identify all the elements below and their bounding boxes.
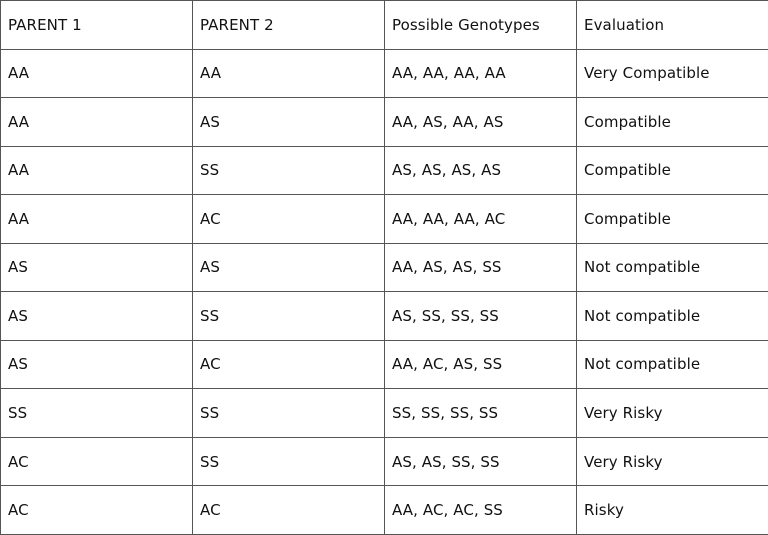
- cell-possible-genotypes: AS, AS, SS, SS: [384, 436, 577, 487]
- cell-possible-genotypes: AS, AS, AS, AS: [384, 145, 577, 196]
- header-evaluation: Evaluation: [576, 0, 768, 50]
- table-row: AS SS AS, SS, SS, SS Not compatible: [0, 291, 768, 341]
- table-row: AA AA AA, AA, AA, AA Very Compatible: [0, 48, 768, 99]
- cell-possible-genotypes: AA, AC, AC, SS: [384, 485, 577, 535]
- header-possible-genotypes: Possible Genotypes: [384, 0, 577, 50]
- cell-parent-2: AS: [192, 97, 385, 147]
- cell-possible-genotypes: AS, SS, SS, SS: [384, 291, 577, 341]
- cell-evaluation: Compatible: [576, 194, 768, 244]
- cell-parent-1: AA: [0, 145, 193, 196]
- cell-parent-1: AS: [0, 291, 193, 341]
- cell-parent-1: AA: [0, 97, 193, 147]
- cell-possible-genotypes: AA, AA, AA, AA: [384, 48, 577, 99]
- header-parent-2: PARENT 2: [192, 0, 385, 50]
- cell-evaluation: Compatible: [576, 97, 768, 147]
- cell-parent-2: SS: [192, 145, 385, 196]
- table-row: AS AC AA, AC, AS, SS Not compatible: [0, 339, 768, 390]
- cell-parent-1: AA: [0, 48, 193, 99]
- cell-parent-2: SS: [192, 388, 385, 438]
- table-row: AS AS AA, AS, AS, SS Not compatible: [0, 242, 768, 293]
- header-row: PARENT 1 PARENT 2 Possible Genotypes Eva…: [0, 0, 768, 50]
- header-parent-1: PARENT 1: [0, 0, 193, 50]
- cell-parent-2: AC: [192, 194, 385, 244]
- cell-parent-1: AS: [0, 339, 193, 390]
- cell-parent-1: AS: [0, 242, 193, 293]
- cell-parent-2: SS: [192, 291, 385, 341]
- cell-parent-1: AA: [0, 194, 193, 244]
- table-row: SS SS SS, SS, SS, SS Very Risky: [0, 388, 768, 438]
- cell-possible-genotypes: AA, AC, AS, SS: [384, 339, 577, 390]
- cell-parent-1: SS: [0, 388, 193, 438]
- cell-evaluation: Not compatible: [576, 291, 768, 341]
- cell-evaluation: Risky: [576, 485, 768, 535]
- cell-possible-genotypes: SS, SS, SS, SS: [384, 388, 577, 438]
- table-row: AC SS AS, AS, SS, SS Very Risky: [0, 436, 768, 487]
- cell-parent-2: AC: [192, 339, 385, 390]
- cell-evaluation: Very Risky: [576, 388, 768, 438]
- cell-evaluation: Very Risky: [576, 436, 768, 487]
- cell-evaluation: Very Compatible: [576, 48, 768, 99]
- cell-possible-genotypes: AA, AS, AA, AS: [384, 97, 577, 147]
- cell-parent-1: AC: [0, 436, 193, 487]
- cell-possible-genotypes: AA, AS, AS, SS: [384, 242, 577, 293]
- cell-parent-2: AA: [192, 48, 385, 99]
- table-row: AC AC AA, AC, AC, SS Risky: [0, 485, 768, 535]
- cell-parent-2: AS: [192, 242, 385, 293]
- cell-evaluation: Not compatible: [576, 242, 768, 293]
- cell-parent-2: AC: [192, 485, 385, 535]
- table-row: AA AC AA, AA, AA, AC Compatible: [0, 194, 768, 244]
- table-row: AA AS AA, AS, AA, AS Compatible: [0, 97, 768, 147]
- cell-possible-genotypes: AA, AA, AA, AC: [384, 194, 577, 244]
- cell-parent-2: SS: [192, 436, 385, 487]
- table-row: AA SS AS, AS, AS, AS Compatible: [0, 145, 768, 196]
- cell-evaluation: Compatible: [576, 145, 768, 196]
- cell-evaluation: Not compatible: [576, 339, 768, 390]
- cell-parent-1: AC: [0, 485, 193, 535]
